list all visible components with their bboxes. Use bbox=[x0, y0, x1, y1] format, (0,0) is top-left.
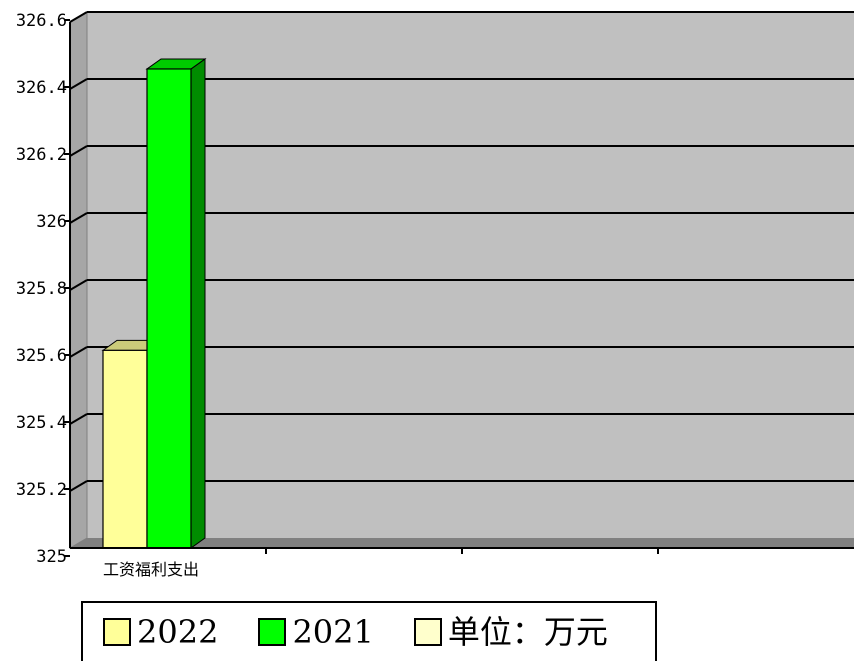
y-axis: 325 325.2 325.4 325.6 325.8 326 326.2 326.4 326.… bbox=[16, 11, 71, 567]
bars bbox=[101, 57, 207, 549]
legend-item-2021: 2021 bbox=[258, 613, 374, 651]
y-tick-label: 325.8 bbox=[16, 279, 67, 299]
plot-area bbox=[69, 11, 854, 549]
y-tick-label: 326.4 bbox=[16, 78, 67, 98]
x-tick-label: 工资福利支出 bbox=[103, 560, 199, 579]
plot-side-wall bbox=[69, 11, 88, 549]
y-tick-label: 325 bbox=[36, 547, 67, 567]
y-tick-label: 325.2 bbox=[16, 480, 67, 500]
gridline-side bbox=[69, 346, 88, 358]
legend-label-unit: 单位：万元 bbox=[447, 613, 608, 651]
gridline-side bbox=[69, 11, 88, 23]
legend-swatch-unit bbox=[413, 618, 442, 646]
gridline-side bbox=[69, 413, 88, 425]
bar-2021-side bbox=[190, 57, 206, 549]
y-tick-label: 326 bbox=[36, 212, 67, 232]
x-axis: 工资福利支出 bbox=[70, 547, 854, 579]
gridline-side bbox=[69, 279, 88, 291]
gridline-side bbox=[69, 145, 88, 157]
legend-label-2021: 2021 bbox=[292, 613, 374, 651]
legend-item-unit: 单位：万元 bbox=[413, 613, 608, 651]
gridline-side bbox=[69, 212, 88, 224]
plot-floor bbox=[70, 538, 854, 548]
bar-chart: 325 325.2 325.4 325.6 325.8 326 326.2 326.4 326.… bbox=[16, 11, 854, 579]
legend: 2022 2021 单位：万元 bbox=[81, 601, 657, 661]
plot-back-wall bbox=[87, 12, 854, 538]
y-tick-label: 325.6 bbox=[16, 346, 67, 366]
gridlines bbox=[69, 11, 854, 492]
bar-2022 bbox=[102, 349, 148, 549]
legend-swatch-2022 bbox=[103, 618, 131, 646]
legend-swatch-2021 bbox=[258, 618, 287, 646]
gridline-side bbox=[69, 78, 88, 90]
gridline-side bbox=[69, 480, 88, 492]
y-tick-label: 325.4 bbox=[16, 413, 67, 433]
legend-label-2022: 2022 bbox=[137, 613, 219, 651]
legend-item-2022: 2022 bbox=[103, 616, 218, 648]
bar-2021 bbox=[146, 68, 192, 549]
y-tick-label: 326.2 bbox=[16, 145, 67, 165]
y-tick-label: 326.6 bbox=[16, 11, 67, 31]
